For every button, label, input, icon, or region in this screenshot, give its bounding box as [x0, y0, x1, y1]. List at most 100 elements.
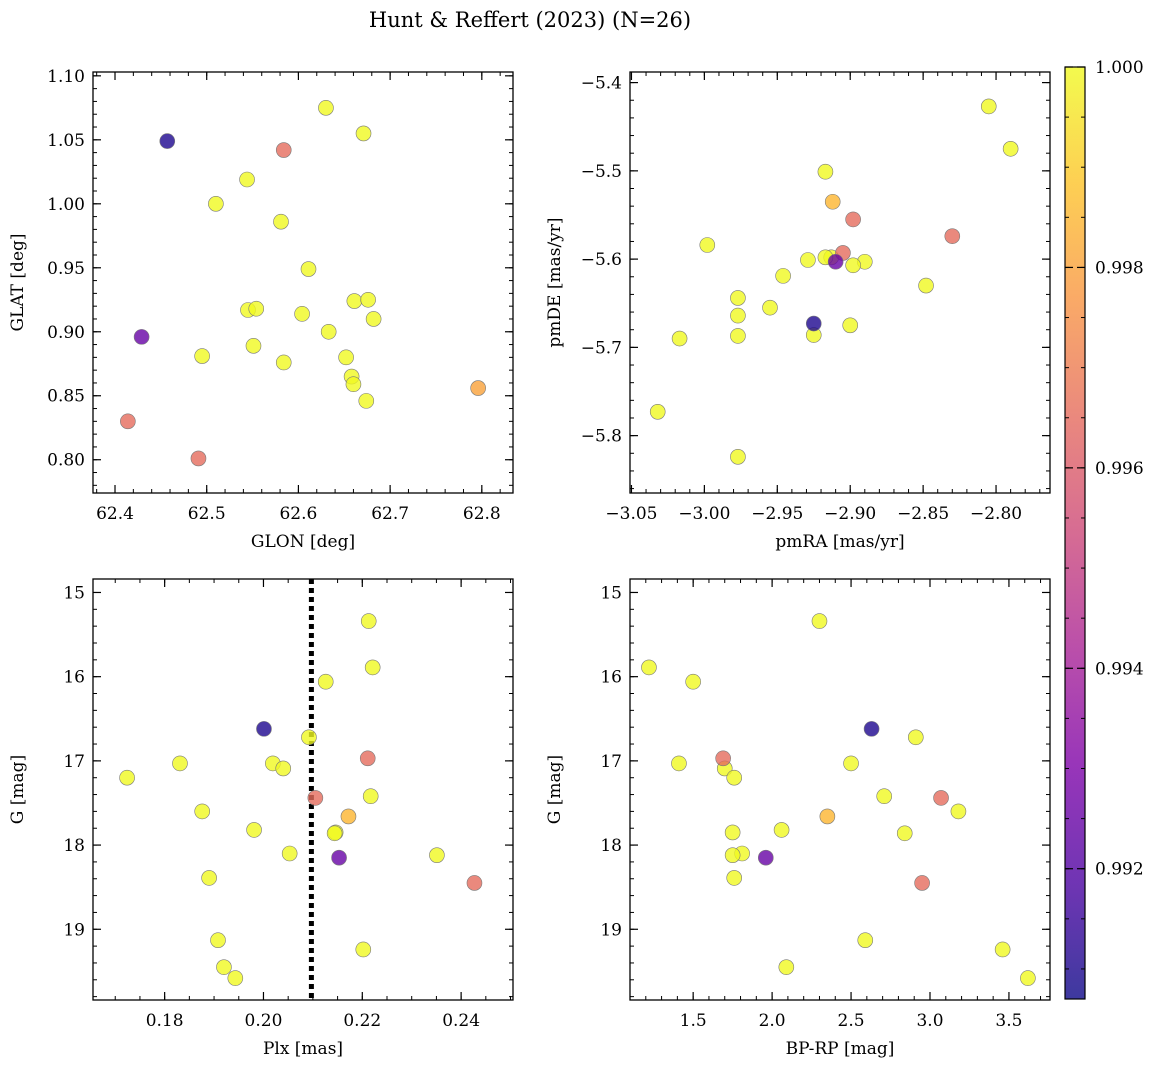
data-point	[256, 721, 272, 737]
data-point	[775, 268, 791, 284]
data-point	[845, 211, 861, 228]
data-point	[773, 822, 790, 838]
data-point	[944, 228, 961, 244]
data-point	[320, 323, 337, 340]
data-point	[757, 849, 774, 866]
y-axis-label: GLAT [deg]	[8, 233, 28, 331]
data-point	[914, 875, 930, 891]
data-point	[326, 825, 343, 842]
data-point	[980, 98, 997, 115]
data-point	[275, 760, 292, 777]
x-tick-label: −2.90	[824, 504, 876, 524]
x-tick-label: 2.5	[838, 1011, 865, 1031]
x-tick-label: −2.85	[897, 504, 949, 524]
y-tick-label: −5.8	[581, 427, 622, 447]
data-point	[301, 729, 317, 746]
axes-frame	[629, 578, 1051, 1001]
data-point	[876, 788, 893, 805]
data-point	[340, 808, 357, 825]
x-tick-label: 1.5	[680, 1011, 707, 1031]
data-point	[466, 875, 483, 891]
axes-frame	[92, 71, 514, 494]
data-point	[119, 769, 135, 786]
colorbar-tick-label: 0.996	[1095, 459, 1144, 479]
data-point	[346, 293, 363, 309]
panel-glon-glat: 62.4 62.5 62.6 62.7 62.8 0.80 0.85 0.90 0.95 1.00…	[8, 67, 514, 552]
y-tick-label: −5.7	[581, 338, 622, 358]
y-tick-label: 15	[600, 583, 622, 603]
data-point	[863, 721, 880, 737]
y-tick-label: −5.4	[581, 74, 622, 94]
x-axis-label: pmRA [mas/yr]	[775, 532, 904, 552]
x-tick-label: 62.7	[371, 504, 409, 524]
data-point	[359, 750, 376, 767]
data-point	[358, 393, 375, 409]
data-point	[907, 729, 924, 746]
data-point	[159, 133, 176, 149]
panel-cmd: 1.5 2.0 2.5 3.0 3.5 15 16 17 18 19 BP-RP [mag] G [m…	[545, 578, 1051, 1059]
y-tick-label: 1.10	[47, 67, 85, 87]
data-point	[824, 193, 841, 210]
panel-pm: −3.05 −3.00 −2.95 −2.90 −2.85 −2.80 −5.8 −5.7 −5…	[545, 71, 1051, 552]
data-point	[294, 306, 310, 322]
data-point	[641, 659, 657, 676]
data-point	[918, 277, 934, 294]
data-point	[429, 847, 445, 863]
panels: 62.4 62.5 62.6 62.7 62.8 0.80 0.85 0.90 0.95 1.00…	[8, 67, 1051, 1059]
data-point	[194, 348, 210, 364]
y-tick-label: 0.80	[47, 451, 85, 471]
colorbar-tick-label: 0.992	[1095, 860, 1144, 880]
data-point	[842, 317, 859, 334]
y-tick-label: −5.6	[581, 250, 622, 270]
data-point	[896, 825, 913, 842]
y-axis-label: pmDE [mas/yr]	[545, 217, 565, 347]
data-point	[227, 970, 244, 986]
y-tick-label: 1.05	[47, 131, 85, 151]
data-point	[331, 849, 347, 866]
data-point	[133, 329, 150, 345]
x-tick-label: 2.0	[759, 1011, 786, 1031]
data-point	[715, 750, 731, 767]
data-point	[1020, 970, 1036, 986]
colorbar-tick-label: 1.000	[1095, 58, 1144, 78]
data-point	[724, 847, 741, 863]
axes-frame	[92, 578, 514, 1001]
data-point	[845, 257, 861, 274]
y-tick-label: 15	[63, 583, 85, 603]
data-point	[649, 404, 666, 420]
y-axis-label: G [mag]	[8, 755, 28, 824]
y-tick-label: 19	[63, 920, 85, 940]
data-point	[360, 613, 377, 629]
data-point	[248, 300, 265, 317]
data-point	[730, 290, 746, 306]
x-tick-label: 3.0	[916, 1011, 943, 1031]
data-point	[778, 959, 795, 975]
y-tick-label: 1.00	[47, 195, 85, 215]
x-tick-label: 62.4	[96, 504, 134, 524]
data-point	[994, 941, 1011, 958]
data-point	[355, 941, 372, 958]
y-tick-label: 18	[600, 836, 622, 856]
data-point	[726, 769, 743, 786]
data-point	[360, 291, 376, 308]
data-point	[172, 755, 188, 772]
panel-plx-g: 0.18 0.20 0.22 0.24 15 16 17 18 19 Plx [mas] G [ma…	[8, 578, 514, 1059]
data-point	[275, 142, 292, 158]
data-point	[817, 163, 834, 180]
x-tick-label: 62.8	[463, 504, 501, 524]
y-tick-label: 16	[63, 668, 85, 688]
data-point	[307, 790, 324, 806]
data-point	[246, 822, 262, 838]
y-tick-label: 18	[63, 836, 85, 856]
y-tick-label: 16	[600, 668, 622, 688]
figure-title: Hunt & Reffert (2023) (N=26)	[369, 8, 691, 32]
x-tick-label: −2.80	[970, 504, 1022, 524]
data-point	[345, 376, 362, 393]
data-point	[805, 315, 822, 332]
x-axis-label: GLON [deg]	[251, 532, 355, 552]
data-point	[281, 845, 298, 862]
y-axis-label: G [mag]	[545, 755, 565, 824]
data-point	[245, 338, 262, 354]
colorbar-tick-label: 0.998	[1095, 258, 1144, 278]
data-point	[730, 328, 746, 344]
